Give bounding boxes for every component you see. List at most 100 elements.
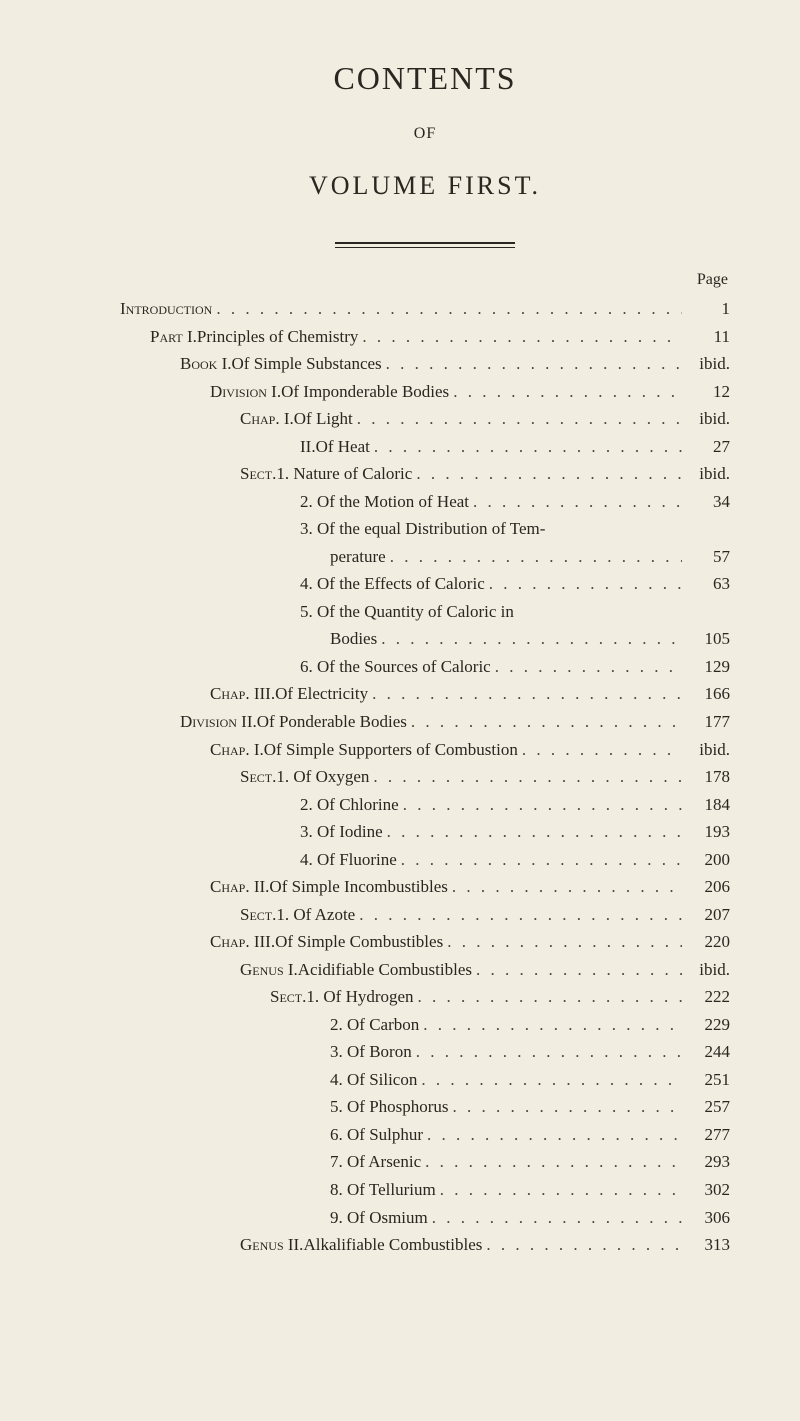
toc-entry: Sect. 1. Of Azote 207 bbox=[120, 901, 730, 929]
entry-page: 293 bbox=[682, 1148, 730, 1176]
entry-leader bbox=[412, 460, 682, 488]
entry-leader bbox=[377, 625, 682, 653]
entry-page: 184 bbox=[682, 791, 730, 819]
entry-label: 5. Of Phosphorus bbox=[330, 1093, 449, 1121]
toc-entry: 2. Of Carbon229 bbox=[120, 1011, 730, 1039]
entry-label: 4. Of Fluorine bbox=[300, 846, 397, 874]
toc-entry: Sect. 1. Of Hydrogen 222 bbox=[120, 983, 730, 1011]
toc-entry: Division II. Of Ponderable Bodies177 bbox=[120, 708, 730, 736]
toc-entry: Chap. I. Of Simple Supporters of Combust… bbox=[120, 736, 730, 764]
toc-entry: 9. Of Osmium306 bbox=[120, 1204, 730, 1232]
entry-label: 1. Of Hydrogen bbox=[306, 983, 413, 1011]
page: CONTENTS OF VOLUME FIRST. Page Introduct… bbox=[0, 0, 800, 1421]
entry-label: 4. Of the Effects of Caloric bbox=[300, 570, 485, 598]
entry-leader bbox=[469, 488, 682, 516]
entry-label: 6. Of the Sources of Caloric bbox=[300, 653, 491, 681]
toc-entries: Introduction1Part I. Principles of Chemi… bbox=[120, 295, 730, 1259]
entry-page: 166 bbox=[682, 680, 730, 708]
entry-page: 222 bbox=[682, 983, 730, 1011]
entry-page: 302 bbox=[682, 1176, 730, 1204]
entry-leader bbox=[353, 405, 682, 433]
entry-page: 57 bbox=[682, 543, 730, 571]
toc-entry: 2. Of Chlorine184 bbox=[120, 791, 730, 819]
entry-page: 63 bbox=[682, 570, 730, 598]
entry-leader bbox=[370, 433, 682, 461]
entry-leader bbox=[485, 570, 682, 598]
entry-label: 3. Of the equal Distribution of Tem- bbox=[300, 515, 545, 543]
entry-leader bbox=[436, 1176, 682, 1204]
toc-entry: 5. Of the Quantity of Caloric in bbox=[120, 598, 730, 626]
entry-leader bbox=[368, 680, 682, 708]
entry-label: 7. Of Arsenic bbox=[330, 1148, 421, 1176]
toc-entry: Chap. II. Of Simple Incombustibles206 bbox=[120, 873, 730, 901]
of-label: OF bbox=[120, 125, 730, 143]
entry-prefix: Book I. bbox=[180, 350, 232, 378]
entry-prefix: II. bbox=[300, 433, 316, 461]
entry-leader bbox=[421, 1148, 682, 1176]
toc-entry: Book I. Of Simple Substancesibid. bbox=[120, 350, 730, 378]
entry-page: ibid. bbox=[682, 460, 730, 488]
toc-entry: Genus I. Acidifiable Combustiblesibid. bbox=[120, 956, 730, 984]
contents-title: CONTENTS bbox=[120, 60, 730, 97]
entry-prefix: Chap. II. bbox=[210, 873, 269, 901]
entry-page: 313 bbox=[682, 1231, 730, 1259]
toc-entry: Chap. III. Of Simple Combustibles220 bbox=[120, 928, 730, 956]
entry-page: 257 bbox=[682, 1093, 730, 1121]
entry-prefix: Genus II. bbox=[240, 1231, 303, 1259]
toc-entry: Chap. I. Of Lightibid. bbox=[120, 405, 730, 433]
entry-label: Principles of Chemistry bbox=[197, 323, 358, 351]
entry-prefix: Introduction bbox=[120, 295, 212, 323]
entry-leader bbox=[414, 983, 682, 1011]
entry-page: 1 bbox=[682, 295, 730, 323]
entry-page: 34 bbox=[682, 488, 730, 516]
entry-label: Alkalifiable Combustibles bbox=[303, 1231, 482, 1259]
entry-label: Of Heat bbox=[316, 433, 370, 461]
entry-leader bbox=[449, 378, 682, 406]
toc-entry: II. Of Heat27 bbox=[120, 433, 730, 461]
toc-entry: 4. Of Silicon251 bbox=[120, 1066, 730, 1094]
entry-leader bbox=[212, 295, 682, 323]
entry-prefix: Chap. I. bbox=[210, 736, 264, 764]
divider-rule bbox=[120, 235, 730, 253]
entry-label: Of Simple Substances bbox=[232, 350, 382, 378]
entry-leader bbox=[449, 1093, 682, 1121]
entry-page: 220 bbox=[682, 928, 730, 956]
entry-page: 244 bbox=[682, 1038, 730, 1066]
entry-page: 129 bbox=[682, 653, 730, 681]
entry-page: ibid. bbox=[682, 736, 730, 764]
entry-prefix: Chap. I. bbox=[240, 405, 294, 433]
toc-entry: 5. Of Phosphorus 257 bbox=[120, 1093, 730, 1121]
toc-entry: 8. Of Tellurium 302 bbox=[120, 1176, 730, 1204]
entry-leader bbox=[386, 543, 682, 571]
volume-title: VOLUME FIRST. bbox=[120, 171, 730, 201]
entry-label: Acidifiable Combustibles bbox=[298, 956, 472, 984]
entry-leader bbox=[412, 1038, 682, 1066]
toc-entry: 4. Of Fluorine200 bbox=[120, 846, 730, 874]
toc-entry: Genus II. Alkalifiable Combustibles 313 bbox=[120, 1231, 730, 1259]
entry-prefix: Sect. bbox=[270, 983, 306, 1011]
entry-label: 1. Of Oxygen bbox=[276, 763, 369, 791]
toc-entry: Part I. Principles of Chemistry11 bbox=[120, 323, 730, 351]
entry-label: Of Simple Combustibles bbox=[275, 928, 443, 956]
entry-leader bbox=[491, 653, 682, 681]
toc-entry: 2. Of the Motion of Heat34 bbox=[120, 488, 730, 516]
entry-label: Of Electricity bbox=[275, 680, 368, 708]
entry-prefix: Chap. III. bbox=[210, 680, 275, 708]
toc-entry: Introduction 1 bbox=[120, 295, 730, 323]
entry-label: 3. Of Iodine bbox=[300, 818, 383, 846]
entry-prefix: Sect. bbox=[240, 901, 276, 929]
entry-page: 207 bbox=[682, 901, 730, 929]
entry-page: 11 bbox=[682, 323, 730, 351]
entry-page: 206 bbox=[682, 873, 730, 901]
entry-page: 251 bbox=[682, 1066, 730, 1094]
entry-label: 8. Of Tellurium bbox=[330, 1176, 436, 1204]
entry-label: 1. Of Azote bbox=[276, 901, 355, 929]
entry-leader bbox=[382, 350, 682, 378]
toc-entry: 3. Of Iodine193 bbox=[120, 818, 730, 846]
entry-page: 105 bbox=[682, 625, 730, 653]
toc-entry: Bodies105 bbox=[120, 625, 730, 653]
toc-entry: Sect. 1. Nature of Caloricibid. bbox=[120, 460, 730, 488]
entry-page: ibid. bbox=[682, 405, 730, 433]
toc-entry: 3. Of Boron244 bbox=[120, 1038, 730, 1066]
entry-page: 277 bbox=[682, 1121, 730, 1149]
